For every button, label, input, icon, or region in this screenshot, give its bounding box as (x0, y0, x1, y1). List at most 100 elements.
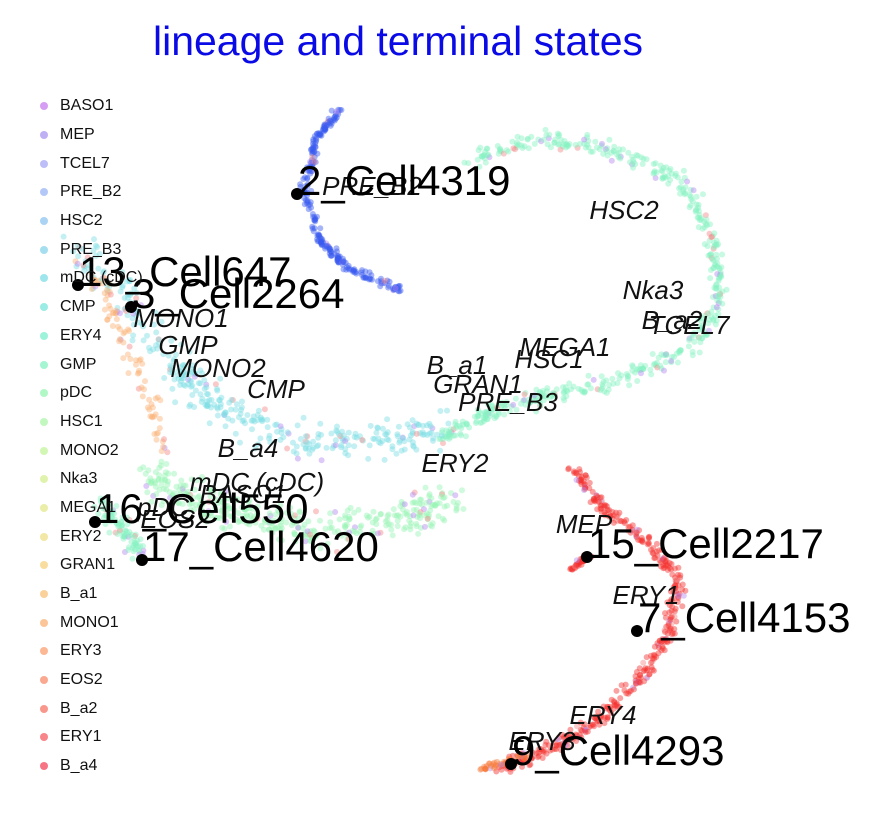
scatter-point (401, 501, 408, 508)
scatter-point (614, 703, 621, 710)
scatter-point (697, 339, 704, 346)
scatter-point (229, 497, 236, 504)
scatter-point (665, 562, 671, 569)
cluster-label: ERY1 (613, 580, 680, 610)
scatter-point (409, 417, 416, 424)
cluster-label: CMP (247, 374, 305, 404)
scatter-point (637, 537, 644, 544)
scatter-point (566, 733, 573, 740)
scatter-point (661, 636, 668, 643)
scatter-point (446, 435, 453, 442)
scatter-point (424, 515, 431, 522)
scatter-point (188, 383, 195, 390)
scatter-point (501, 404, 508, 411)
scatter-point (672, 172, 679, 179)
scatter-point (475, 413, 482, 420)
scatter-point (420, 506, 427, 513)
scatter-point (202, 510, 209, 517)
scatter-point (104, 503, 111, 510)
scatter-point (221, 412, 228, 418)
scatter-point (409, 428, 416, 435)
scatter-point (148, 498, 155, 505)
scatter-point (575, 473, 582, 480)
scatter-point (121, 530, 127, 537)
scatter-point (659, 168, 666, 175)
scatter-point (514, 139, 520, 146)
scatter-point (92, 283, 99, 290)
scatter-point (638, 366, 645, 372)
scatter-point (304, 198, 311, 205)
scatter-point (655, 354, 662, 361)
scatter-point (134, 370, 141, 377)
scatter-point (293, 520, 300, 527)
scatter-point (653, 359, 660, 366)
legend-marker (40, 389, 48, 398)
scatter-point (243, 512, 250, 519)
scatter-point (346, 266, 353, 273)
scatter-point (304, 175, 311, 182)
scatter-point (565, 732, 572, 738)
scatter-point (208, 487, 215, 494)
scatter-point (144, 404, 151, 411)
scatter-point (611, 702, 618, 708)
terminal-state-label: 9_Cell4293 (512, 727, 725, 774)
scatter-point (712, 262, 718, 268)
scatter-point (207, 510, 214, 517)
scatter-point (482, 148, 489, 155)
scatter-point (140, 337, 147, 344)
scatter-point (675, 582, 682, 589)
scatter-point (261, 516, 268, 523)
scatter-point (143, 483, 150, 489)
scatter-point (421, 523, 428, 530)
scatter-point (716, 284, 722, 291)
scatter-point (519, 763, 525, 770)
scatter-point (158, 462, 165, 469)
scatter-point (598, 142, 605, 149)
scatter-point (634, 378, 641, 384)
scatter-point (312, 143, 319, 150)
chart-title: lineage and terminal states (152, 18, 644, 64)
scatter-point (324, 540, 331, 547)
scatter-point (121, 329, 128, 335)
scatter-point (591, 497, 598, 504)
scatter-point (572, 565, 578, 572)
scatter-point (558, 741, 565, 747)
scatter-point (409, 430, 416, 437)
scatter-point (537, 389, 544, 396)
scatter-point (651, 643, 658, 650)
scatter-point (365, 455, 372, 462)
scatter-point (344, 535, 351, 542)
scatter-point (291, 531, 298, 538)
scatter-point (598, 505, 605, 512)
scatter-point (102, 505, 108, 512)
scatter-point (121, 295, 128, 301)
scatter-point (615, 154, 622, 161)
scatter-point (334, 428, 341, 435)
scatter-point (102, 521, 109, 527)
scatter-point (610, 705, 617, 712)
scatter-point (672, 574, 679, 581)
scatter-point (661, 564, 668, 571)
scatter-point (718, 273, 725, 280)
scatter-point (335, 253, 342, 260)
scatter-point (660, 175, 667, 182)
scatter-point (255, 441, 262, 448)
scatter-point (88, 286, 95, 292)
scatter-point (214, 412, 221, 419)
scatter-point (488, 406, 495, 413)
scatter-point (191, 404, 198, 410)
scatter-point (590, 376, 597, 383)
scatter-point (120, 355, 127, 362)
scatter-point (596, 500, 603, 507)
scatter-point (377, 511, 384, 518)
scatter-point (648, 659, 654, 666)
legend-marker (40, 532, 48, 541)
scatter-point (90, 247, 97, 254)
scatter-point (715, 311, 722, 318)
scatter-point (652, 160, 659, 167)
scatter-point (708, 267, 714, 273)
scatter-point (436, 436, 443, 442)
scatter-point (709, 294, 716, 300)
scatter-point (322, 121, 329, 128)
legend-marker (40, 217, 48, 226)
